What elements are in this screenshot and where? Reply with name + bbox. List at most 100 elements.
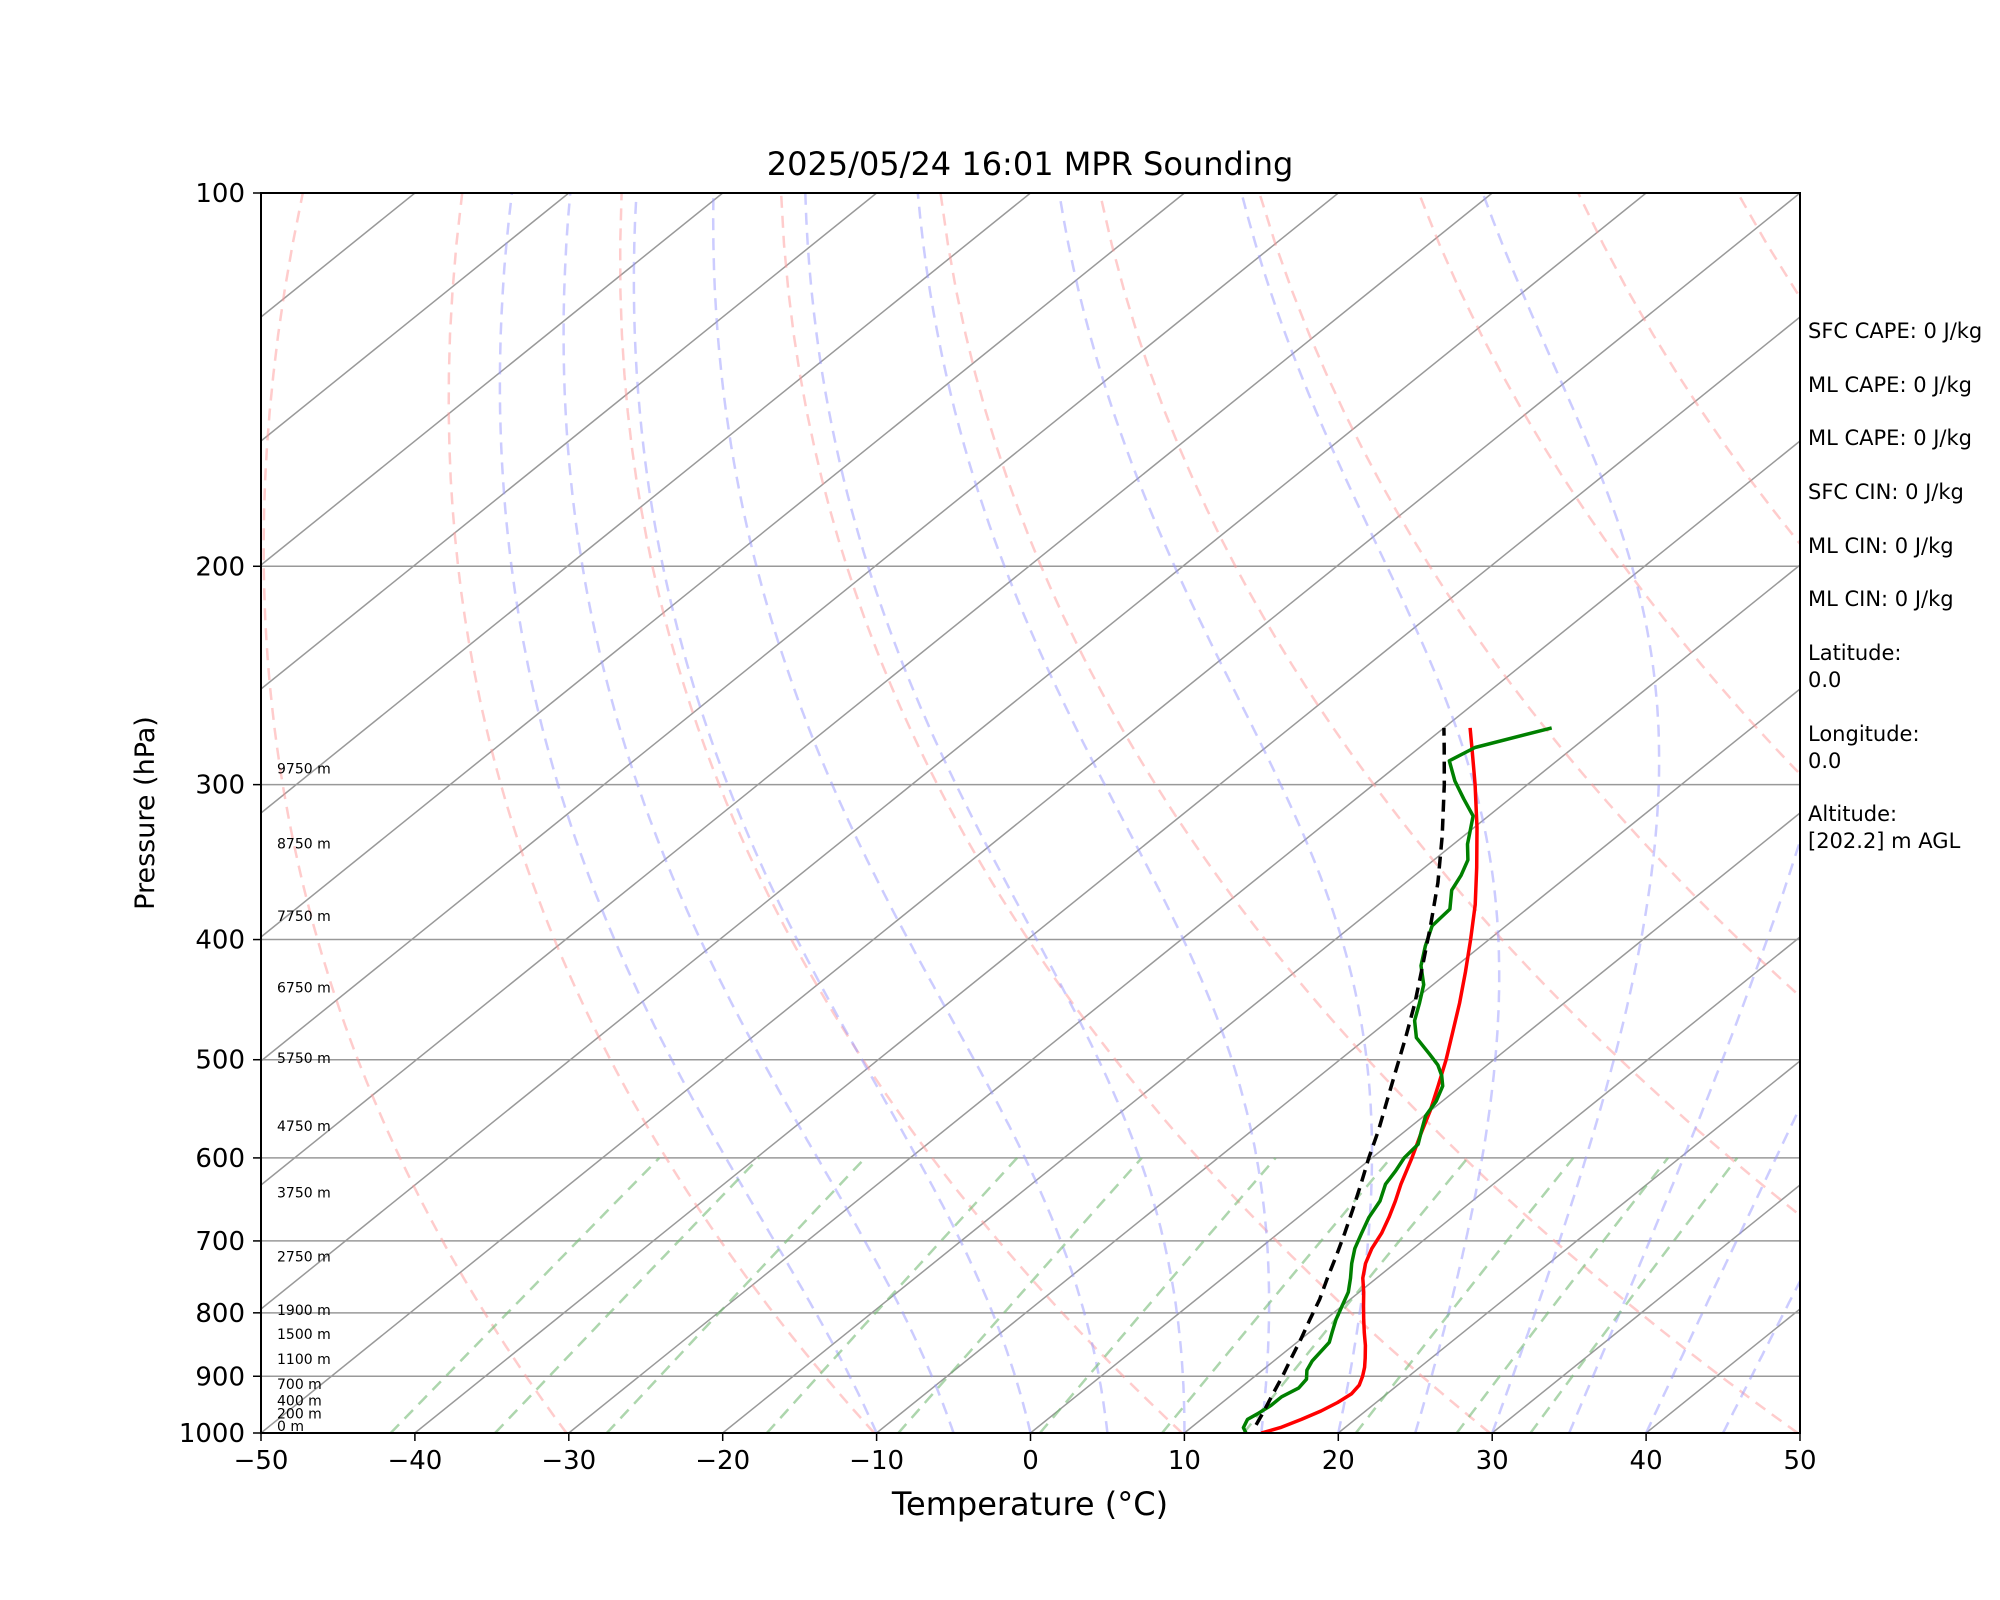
altitude-label: Altitude:: [1808, 802, 1898, 826]
y-tick-label: 600: [195, 1144, 245, 1174]
isotherm-line: [722, 564, 1800, 1433]
height-label: 1100 m: [277, 1352, 331, 1368]
height-label: 1900 m: [277, 1303, 331, 1319]
moist-adiabat-line: [1240, 193, 1501, 1433]
sfc-cape-text: SFC CAPE: 0 J/kg: [1808, 319, 1983, 343]
height-label: 9750 m: [277, 762, 331, 778]
mixing-ratio-line: [1161, 1157, 1392, 1433]
height-label: 700 m: [277, 1377, 322, 1393]
dry-adiabat-line: [1098, 193, 1800, 1217]
y-tick-label: 800: [195, 1299, 245, 1329]
isotherm-line: [1183, 936, 1800, 1433]
isotherm-line: [568, 440, 1800, 1433]
x-tick-label: 30: [1476, 1446, 1509, 1476]
latitude-label: Latitude:: [1808, 641, 1902, 665]
y-tick-label: 400: [195, 926, 245, 956]
x-tick-label: 40: [1630, 1446, 1663, 1476]
y-tick-label: 1000: [179, 1419, 245, 1449]
x-tick-label: −30: [541, 1446, 596, 1476]
x-tick-label: −10: [849, 1446, 904, 1476]
dry-adiabat-line: [939, 193, 1799, 1433]
isotherm-line: [261, 193, 570, 442]
x-tick-label: 10: [1168, 1446, 1201, 1476]
mixing-ratio-line: [897, 1157, 1143, 1433]
dry-adiabat-line: [618, 193, 1183, 1433]
x-axis-label: Temperature (°C): [891, 1485, 1168, 1523]
mixing-ratio-line: [1038, 1157, 1277, 1433]
isotherm-line: [261, 193, 1493, 1186]
y-tick-label: 300: [195, 771, 245, 801]
height-label: 3750 m: [277, 1185, 331, 1201]
moist-adiabat-line: [562, 193, 955, 1433]
longitude-value: 0.0: [1808, 749, 1842, 773]
longitude-label: Longitude:: [1808, 722, 1920, 746]
mixing-ratio-line: [494, 1157, 760, 1433]
moist-adiabat-line: [1481, 193, 1661, 1433]
chart-title: 2025/05/24 16:01 MPR Sounding: [767, 145, 1294, 183]
isotherm-line: [1337, 1060, 1800, 1433]
temperature-profile: [1260, 727, 1479, 1433]
sfc-cin-text: SFC CIN: 0 J/kg: [1808, 480, 1964, 504]
y-axis-label: Pressure (hPa): [130, 716, 161, 910]
height-label: 0 m: [277, 1419, 304, 1435]
isotherm-line: [261, 193, 1185, 938]
height-label: 7750 m: [277, 909, 331, 925]
x-tick-label: −20: [695, 1446, 750, 1476]
moist-adiabat-line: [1057, 193, 1374, 1433]
mixing-ratio-line: [1242, 1157, 1469, 1433]
moist-adiabat-line: [498, 193, 878, 1433]
height-label: 2750 m: [277, 1250, 331, 1266]
isotherm-line: [1491, 1184, 1800, 1433]
moist-adiabat-line: [632, 193, 1032, 1433]
mixing-ratio-line: [389, 1157, 661, 1433]
x-tick-label: −50: [234, 1446, 289, 1476]
height-label: 5750 m: [277, 1051, 331, 1067]
dewpoint-profile: [1241, 726, 1553, 1433]
moist-adiabat-line: [711, 193, 1109, 1433]
moist-adiabat-line: [916, 193, 1271, 1433]
mixing-ratio-line: [1455, 1157, 1669, 1433]
isotherm-line: [0, 193, 107, 1433]
latitude-value: 0.0: [1808, 668, 1842, 692]
ml-cin-text: ML CIN: 0 J/kg: [1808, 534, 1954, 558]
y-tick-label: 100: [195, 179, 245, 209]
x-tick-label: 0: [1022, 1446, 1039, 1476]
y-tick-label: 700: [195, 1227, 245, 1257]
x-tick-label: 20: [1322, 1446, 1355, 1476]
x-tick-label: 50: [1783, 1446, 1816, 1476]
mixing-ratio-line: [1529, 1157, 1739, 1433]
height-label: 400 m: [277, 1394, 322, 1410]
x-tick-label: −40: [387, 1446, 442, 1476]
mixing-ratio-line: [605, 1157, 867, 1433]
height-label: 6750 m: [277, 981, 331, 997]
isotherm-line: [261, 193, 1647, 1310]
dry-adiabat-line: [779, 193, 1491, 1433]
isotherm-line: [876, 688, 1800, 1433]
dry-adiabat-line: [447, 193, 876, 1433]
height-label: 8750 m: [277, 836, 331, 852]
y-tick-label: 900: [195, 1362, 245, 1392]
ml-cape-text: ML CAPE: 0 J/kg: [1808, 373, 1973, 397]
isotherm-line: [1030, 812, 1800, 1433]
ml-cin-text: ML CIN: 0 J/kg: [1808, 587, 1954, 611]
dry-adiabat-line: [262, 193, 568, 1433]
isotherm-line: [414, 316, 1800, 1433]
altitude-value: [202.2] m AGL: [1808, 829, 1961, 853]
isotherm-line: [261, 193, 724, 566]
isotherm-line: [261, 193, 878, 690]
mixing-ratio-line: [1354, 1157, 1575, 1433]
moist-adiabat-line: [804, 193, 1186, 1433]
height-label: 1500 m: [277, 1327, 331, 1343]
y-tick-label: 200: [195, 552, 245, 582]
parcel-profile: [1254, 727, 1447, 1426]
isotherm-line: [261, 193, 1031, 814]
moist-adiabat-line: [1568, 193, 1800, 1433]
mixing-ratio-line: [765, 1157, 1019, 1433]
isotherm-line: [261, 193, 1339, 1062]
y-tick-label: 500: [195, 1046, 245, 1076]
height-label: 4750 m: [277, 1119, 331, 1135]
height-label: 200 m: [277, 1406, 322, 1422]
isotherm-line: [261, 193, 1800, 1433]
ml-cape-text: ML CAPE: 0 J/kg: [1808, 426, 1973, 450]
